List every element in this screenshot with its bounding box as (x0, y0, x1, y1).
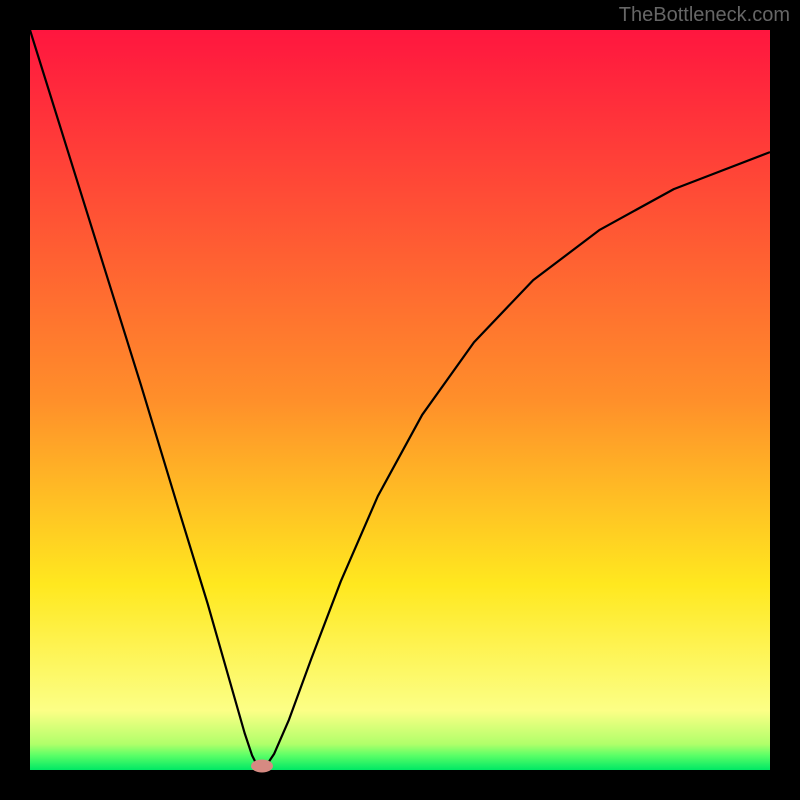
bottleneck-curve-line (30, 30, 770, 767)
bottleneck-curve-svg (30, 30, 770, 770)
watermark-text: TheBottleneck.com (619, 4, 790, 27)
chart-plot-area (30, 30, 770, 770)
optimal-point-marker (251, 759, 273, 772)
